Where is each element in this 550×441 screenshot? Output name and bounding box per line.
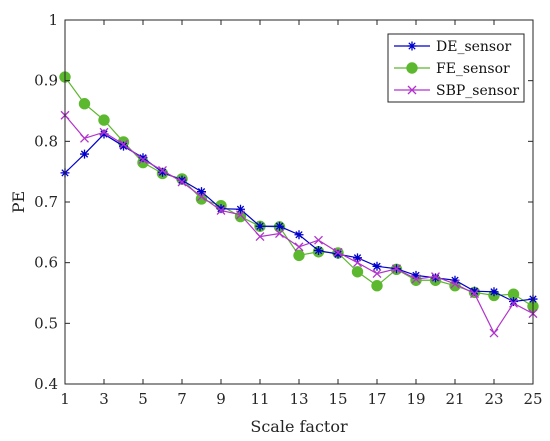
data-point bbox=[372, 261, 382, 271]
data-point bbox=[351, 266, 364, 278]
data-point bbox=[450, 275, 460, 285]
data-point bbox=[411, 270, 421, 280]
x-tick-label: 11 bbox=[250, 390, 269, 408]
y-tick-label: 0.5 bbox=[34, 314, 58, 332]
data-point bbox=[78, 98, 91, 110]
data-point bbox=[431, 272, 440, 282]
legend-label: FE_sensor bbox=[436, 61, 510, 77]
x-tick-label: 23 bbox=[484, 390, 503, 408]
data-point bbox=[255, 232, 265, 242]
x-tick-label: 19 bbox=[406, 390, 425, 408]
data-point bbox=[119, 139, 128, 149]
series-DE_sensor bbox=[60, 129, 538, 306]
data-point bbox=[509, 296, 518, 306]
series-layer bbox=[59, 71, 539, 338]
data-point bbox=[177, 177, 187, 187]
data-point bbox=[177, 175, 187, 185]
data-point bbox=[293, 249, 305, 262]
x-tick-label: 5 bbox=[138, 390, 148, 408]
data-point bbox=[236, 210, 245, 220]
series-line bbox=[64, 114, 534, 335]
x-tick-label: 25 bbox=[523, 390, 542, 408]
x-tick-label: 9 bbox=[216, 390, 226, 408]
legend-entry: FE_sensor bbox=[394, 61, 510, 77]
data-point bbox=[353, 253, 362, 263]
data-point bbox=[470, 289, 479, 299]
data-point bbox=[371, 280, 383, 292]
data-point bbox=[431, 273, 440, 283]
legend-entry: SBP_sensor bbox=[394, 83, 519, 99]
data-point bbox=[119, 141, 128, 151]
data-point bbox=[353, 258, 362, 268]
data-point bbox=[255, 221, 265, 231]
ticks-layer: 1 3 5 7 9 11 13 15 17 19 21 23 250.40.50.60.70.80.91 bbox=[34, 11, 542, 408]
data-point bbox=[98, 114, 110, 126]
data-point bbox=[372, 269, 382, 279]
legend-marker bbox=[406, 62, 418, 74]
data-point bbox=[314, 246, 323, 256]
x-tick-label: 21 bbox=[445, 390, 464, 408]
data-point bbox=[450, 279, 460, 289]
data-point bbox=[294, 230, 304, 240]
series-line bbox=[64, 133, 534, 303]
data-point bbox=[197, 187, 206, 197]
data-point bbox=[275, 221, 284, 231]
data-point bbox=[216, 206, 226, 215]
data-point bbox=[216, 204, 226, 214]
y-tick-label: 0.9 bbox=[34, 72, 58, 90]
legend-marker bbox=[407, 41, 417, 51]
data-point bbox=[333, 247, 343, 257]
data-point bbox=[333, 249, 343, 259]
data-point bbox=[236, 204, 245, 214]
y-tick-label: 0.8 bbox=[34, 132, 58, 150]
x-axis-title: Scale factor bbox=[250, 417, 348, 436]
data-point bbox=[489, 287, 499, 297]
y-tick-label: 0.4 bbox=[34, 375, 58, 393]
series-SBP_sensor bbox=[60, 110, 538, 338]
legend-entry: DE_sensor bbox=[394, 39, 512, 55]
legend-marker bbox=[407, 85, 417, 95]
x-tick-label: 1 bbox=[60, 390, 70, 408]
data-point bbox=[509, 298, 518, 308]
series-FE_sensor bbox=[59, 71, 539, 313]
y-tick-label: 0.7 bbox=[34, 193, 58, 211]
data-point bbox=[411, 274, 421, 284]
x-tick-label: 7 bbox=[177, 390, 187, 408]
x-tick-label: 3 bbox=[99, 390, 109, 408]
x-tick-label: 17 bbox=[367, 390, 386, 408]
series-line bbox=[64, 76, 534, 307]
data-point bbox=[99, 129, 109, 139]
data-point bbox=[314, 235, 323, 245]
data-point bbox=[275, 229, 284, 239]
data-point bbox=[158, 167, 167, 177]
data-point bbox=[197, 192, 206, 201]
data-point bbox=[138, 155, 148, 164]
legend-label: DE_sensor bbox=[436, 39, 512, 55]
y-axis-title: PE bbox=[9, 191, 28, 213]
data-point bbox=[294, 242, 304, 252]
y-tick-label: 0.6 bbox=[34, 254, 58, 272]
data-point bbox=[470, 286, 479, 296]
x-tick-label: 13 bbox=[289, 390, 308, 408]
data-point bbox=[99, 127, 109, 137]
y-tick-label: 1 bbox=[48, 11, 58, 29]
legend: DE_sensor FE_sensor SBP_sensor bbox=[387, 33, 525, 103]
data-point bbox=[138, 153, 148, 163]
data-point bbox=[489, 328, 499, 338]
x-tick-label: 15 bbox=[328, 390, 347, 408]
data-point bbox=[80, 149, 89, 159]
data-point bbox=[80, 133, 89, 143]
legend-label: SBP_sensor bbox=[436, 83, 519, 99]
data-point bbox=[392, 264, 401, 274]
data-point bbox=[158, 165, 167, 175]
